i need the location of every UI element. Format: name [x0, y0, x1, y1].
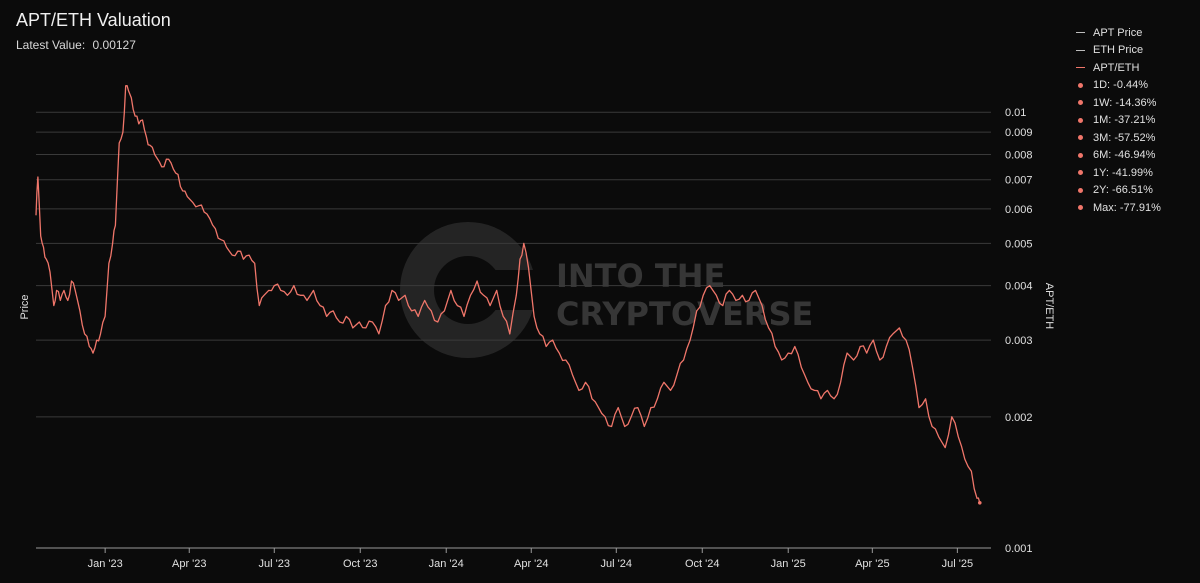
- x-tick-label: Oct '23: [343, 558, 378, 570]
- y-tick-label: 0.008: [1005, 149, 1033, 161]
- legend-dot-icon: [1078, 170, 1083, 176]
- legend-stat-label: 3M: -57.52%: [1093, 131, 1156, 144]
- legend-stat-label: 1D: -0.44%: [1093, 79, 1149, 92]
- legend-stat-label: Max: -77.91%: [1093, 201, 1161, 214]
- legend-stat-item: 2Y: -66.51%: [1076, 182, 1161, 200]
- legend-line-swatch: [1076, 32, 1085, 34]
- series-line-apt-eth: [35, 85, 981, 503]
- legend-dot-icon: [1078, 100, 1083, 106]
- x-tick-label: Jul '23: [259, 558, 290, 570]
- legend-stat-item: 1Y: -41.99%: [1076, 164, 1161, 182]
- watermark-logo-icon: [400, 222, 544, 358]
- y-tick-label: 0.005: [1005, 238, 1033, 250]
- y-axis-right: 0.001 0.002 0.003 0.004 0.005 0.006 0.007 0.008…: [1005, 107, 1033, 555]
- y-axis-label-right: APT/ETH: [1043, 283, 1055, 330]
- watermark-line1: INTO THE: [556, 257, 725, 295]
- x-tick-label: Jul '24: [601, 558, 632, 570]
- y-tick-label: 0.002: [1005, 412, 1033, 424]
- legend-item-label: APT/ETH: [1093, 61, 1140, 74]
- legend-line-swatch: [1076, 49, 1085, 51]
- legend-stat-item: Max: -77.91%: [1076, 199, 1161, 217]
- legend-stat-label: 1Y: -41.99%: [1093, 166, 1153, 179]
- legend-stat-label: 1W: -14.36%: [1093, 96, 1157, 109]
- x-tick-label: Jul '25: [942, 558, 973, 570]
- latest-value: Latest Value: 0.00127: [16, 38, 136, 52]
- watermark: INTO THE CRYPTOVERSE: [400, 222, 813, 358]
- watermark-line2: CRYPTOVERSE: [556, 295, 813, 333]
- legend-stat-label: 6M: -46.94%: [1093, 149, 1156, 162]
- series-layer: [35, 85, 982, 505]
- legend-stat-item: 3M: -57.52%: [1076, 129, 1161, 147]
- legend-item-line[interactable]: APT/ETH: [1076, 59, 1161, 77]
- legend-stat-item: 6M: -46.94%: [1076, 147, 1161, 165]
- legend-item-label: APT Price: [1093, 26, 1143, 39]
- y-tick-label: 0.009: [1005, 127, 1033, 139]
- legend-dot-icon: [1078, 152, 1083, 158]
- y-tick-label: 0.003: [1005, 335, 1033, 347]
- y-tick-label: 0.006: [1005, 204, 1033, 216]
- x-tick-label: Jan '25: [771, 558, 806, 570]
- x-tick-label: Oct '24: [685, 558, 720, 570]
- y-tick-label: 0.001: [1005, 543, 1033, 555]
- y-axis-label-left: Price: [19, 294, 31, 319]
- legend-stat-label: 2Y: -66.51%: [1093, 184, 1153, 197]
- chart-grid: [36, 111, 991, 418]
- latest-value-label: Latest Value:: [16, 38, 86, 52]
- legend-dot-icon: [1078, 117, 1083, 123]
- x-tick-label: Jan '23: [88, 558, 123, 570]
- legend-dot-icon: [1078, 205, 1083, 211]
- legend-item-label: ETH Price: [1093, 44, 1144, 57]
- legend-dot-icon: [1078, 135, 1083, 141]
- legend-item-line[interactable]: APT Price: [1076, 24, 1161, 42]
- y-tick-label: 0.007: [1005, 175, 1033, 187]
- legend-stat-item: 1W: -14.36%: [1076, 94, 1161, 112]
- legend-stat-item: 1D: -0.44%: [1076, 77, 1161, 95]
- series-last-point: [977, 500, 982, 505]
- latest-value-number: 0.00127: [92, 38, 136, 52]
- chart-title: APT/ETH Valuation: [16, 10, 171, 30]
- y-tick-label: 0.004: [1005, 281, 1033, 293]
- legend-line-swatch: [1076, 67, 1085, 69]
- legend-dot-icon: [1078, 82, 1083, 88]
- x-tick-label: Apr '23: [172, 558, 207, 570]
- x-tick-label: Jan '24: [429, 558, 464, 570]
- x-axis: Jan '23 Apr '23 Jul '23 Oct '23 Jan '24 Apr '…: [88, 548, 973, 570]
- legend: APT Price ETH Price APT/ETH 1D: -0.44% 1W: -…: [1076, 24, 1161, 217]
- legend-stat-label: 1M: -37.21%: [1093, 114, 1156, 127]
- x-tick-label: Apr '24: [514, 558, 549, 570]
- y-tick-label: 0.01: [1005, 107, 1026, 119]
- x-tick-label: Apr '25: [855, 558, 890, 570]
- legend-item-line[interactable]: ETH Price: [1076, 42, 1161, 60]
- legend-dot-icon: [1078, 187, 1083, 193]
- legend-stat-item: 1M: -37.21%: [1076, 112, 1161, 130]
